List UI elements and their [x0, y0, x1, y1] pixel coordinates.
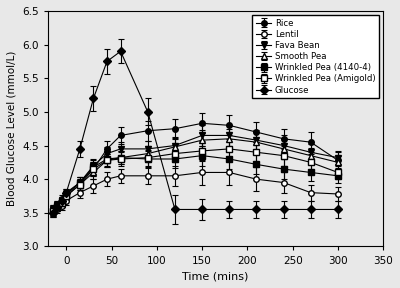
Y-axis label: Blood Glucose Level (mmol/L): Blood Glucose Level (mmol/L)	[7, 51, 17, 206]
Legend: Rice, Lentil, Fava Bean, Smooth Pea, Wrinkled Pea (4140-4), Wrinkled Pea (Amigol: Rice, Lentil, Fava Bean, Smooth Pea, Wri…	[252, 15, 379, 98]
X-axis label: Time (mins): Time (mins)	[182, 271, 249, 281]
